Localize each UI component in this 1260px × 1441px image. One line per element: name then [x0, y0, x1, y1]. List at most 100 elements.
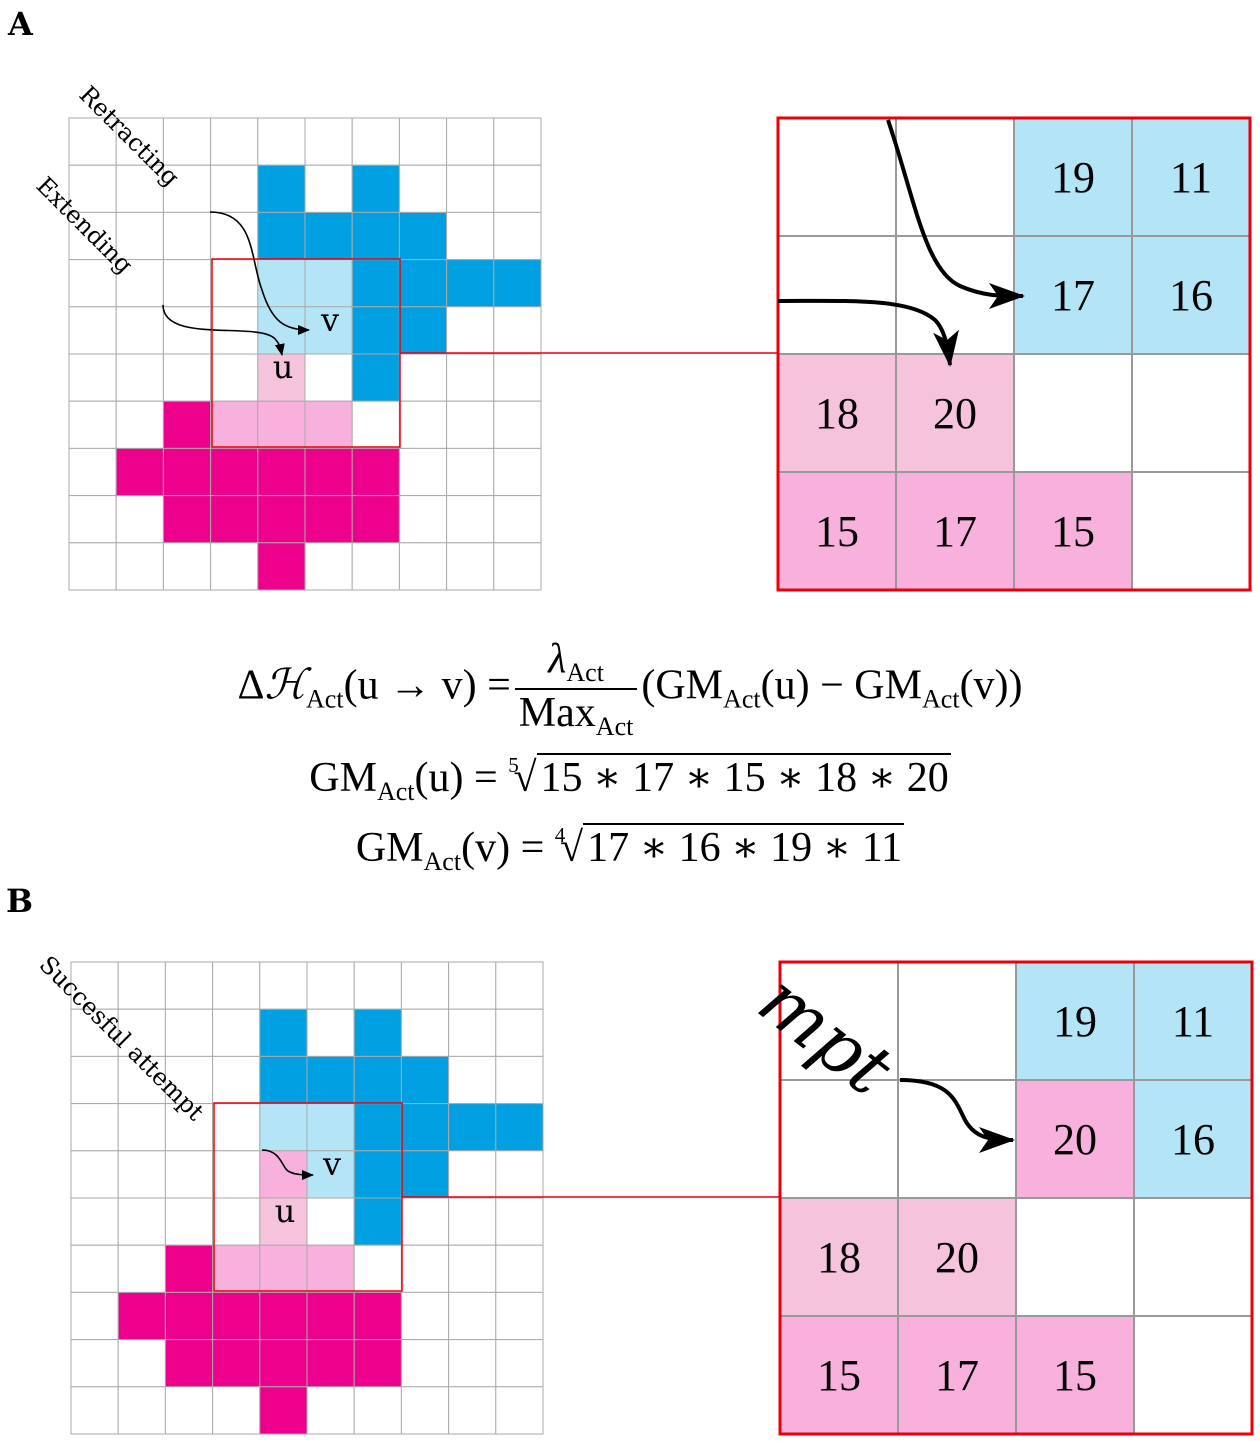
eq1-rhs-sub1: Act — [723, 684, 761, 714]
lattice-b-cell — [117, 1103, 166, 1152]
successful-attempt-arrow — [261, 1149, 314, 1180]
lattice-b-cell — [117, 961, 166, 1010]
zoom-a-cell — [895, 471, 1015, 591]
lattice-b-cell — [70, 1103, 119, 1152]
lattice-b-cell — [259, 1197, 308, 1246]
eq1-max: Max — [518, 689, 596, 736]
lattice-b-cell — [306, 1008, 355, 1057]
lattice-a-cell — [115, 211, 164, 261]
lattice-b-cell — [495, 961, 544, 1010]
zoom-a-value: 17 — [933, 507, 977, 556]
zoom-a-value: 19 — [1051, 153, 1095, 202]
lattice-a-cell — [115, 164, 164, 213]
zoom-b-value: 20 — [1053, 1115, 1097, 1164]
lattice-b-cell — [353, 1150, 402, 1199]
lattice-b-cell — [306, 1291, 355, 1341]
lattice-b-cell — [448, 961, 497, 1010]
lattice-a-cell — [351, 164, 400, 213]
lattice-a-cell — [351, 447, 400, 497]
lattice-a-cell — [162, 447, 212, 497]
eq3-root: 4√17 ∗ 16 ∗ 19 ∗ 11 — [554, 823, 905, 871]
eq3-lhs: GM — [355, 825, 424, 871]
lattice-b-cell — [164, 1244, 214, 1293]
lattice-a-cell — [493, 400, 542, 449]
eq1-lambda-sub: Act — [566, 658, 604, 688]
lattice-b-cell — [70, 1244, 119, 1293]
lattice-a-cell — [68, 117, 117, 166]
lattice-b-cell — [164, 1197, 214, 1246]
lattice-b-cell — [212, 1197, 261, 1246]
lattice-a-cell — [493, 353, 542, 402]
lattice-b-cell — [212, 1055, 261, 1105]
lattice-b-cell — [448, 1055, 497, 1105]
lattice-b-cell — [448, 1244, 497, 1293]
eq1-delta: Δ — [237, 662, 265, 709]
lattice-b-cell — [70, 1150, 119, 1199]
zoom-b-cell — [1133, 1315, 1253, 1435]
lattice-b-cell — [400, 1244, 450, 1293]
lattice-b-cell — [495, 1150, 544, 1199]
lattice-b-cell — [448, 1339, 497, 1388]
lattice-b-cell — [448, 1150, 497, 1199]
lattice-a-cell — [351, 542, 400, 591]
lattice-b-cell — [495, 1291, 544, 1341]
lattice-b-cell — [70, 961, 119, 1010]
lattice-a-cell — [493, 164, 542, 213]
zoom-a-value: 15 — [1051, 507, 1095, 556]
zoom-b-cell — [897, 1315, 1017, 1435]
eq2-radicand: 15 ∗ 17 ∗ 15 ∗ 18 ∗ 20 — [536, 753, 951, 801]
zoom-a-value: 18 — [815, 389, 859, 438]
lattice-a-cell — [162, 495, 212, 544]
lattice-b-cell — [164, 1291, 214, 1341]
eq2-arg: (u) = — [414, 755, 498, 801]
lattice-grid-a — [68, 117, 542, 591]
zoom-a-value: 11 — [1170, 153, 1212, 202]
lattice-b-cell — [306, 1339, 355, 1388]
zoom-b-cell — [779, 1315, 899, 1435]
lattice-a-cell — [115, 117, 164, 166]
eq1-lambda: λ — [548, 636, 567, 682]
lattice-b-cell — [70, 1339, 119, 1388]
lattice-b-cell — [353, 1244, 402, 1293]
label-v-b: v — [322, 1145, 341, 1183]
lattice-b-cell — [259, 1055, 308, 1105]
lattice-a-cell — [68, 259, 117, 308]
lattice-b-cell — [495, 1339, 544, 1388]
lattice-a-cell — [68, 306, 117, 355]
label-v: v — [320, 301, 339, 339]
zoom-b-value: 16 — [1171, 1115, 1215, 1164]
lattice-b-cell — [164, 1386, 214, 1435]
zoom-a-cell — [895, 353, 1015, 473]
lattice-b-cell — [353, 961, 402, 1010]
eq2-sub: Act — [376, 777, 415, 807]
lattice-a-cell — [446, 542, 495, 591]
lattice-a-cell — [68, 447, 117, 497]
lattice-a-cell — [68, 353, 117, 402]
lattice-a-cell — [398, 211, 448, 261]
zoom-a-value: 16 — [1169, 271, 1213, 320]
lattice-b-cell — [306, 1197, 355, 1246]
zoom-a-cell — [895, 117, 1015, 237]
lattice-b-cell — [306, 1103, 355, 1152]
lattice-b-cell — [400, 1103, 450, 1152]
eq1-rhs: (GM — [641, 662, 724, 709]
lattice-a-cell — [162, 164, 212, 213]
lattice-a-cell — [115, 400, 164, 449]
zoom-b-value: 20 — [935, 1233, 979, 1282]
lattice-b-cell — [400, 1150, 450, 1199]
lattice-a-cell — [446, 400, 495, 449]
lattice-b-cell — [117, 1339, 166, 1388]
lattice-a-cell — [257, 164, 306, 213]
lattice-b-cell — [164, 1055, 214, 1105]
lattice-b-cell — [448, 1386, 497, 1435]
zoom-b-cell — [779, 1079, 899, 1199]
extending-arrow — [162, 304, 285, 356]
lattice-a-cell — [304, 495, 353, 544]
zoom-arrow-success — [899, 1078, 1015, 1153]
lattice-b-cell — [117, 1244, 166, 1293]
lattice-a-cell — [115, 495, 164, 544]
lattice-b-cell — [353, 1103, 402, 1152]
lattice-b-cell — [353, 1008, 402, 1057]
lattice-a-cell — [398, 164, 448, 213]
